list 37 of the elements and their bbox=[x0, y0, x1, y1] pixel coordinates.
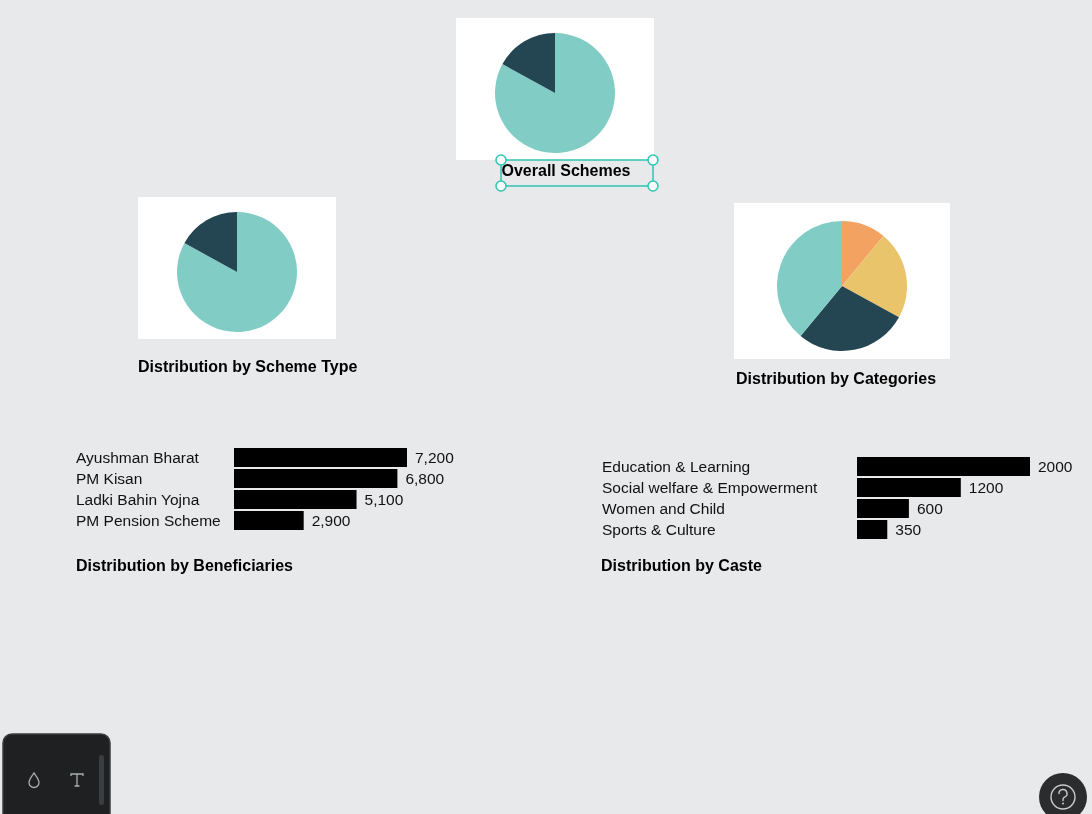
pie-slice bbox=[502, 33, 555, 93]
bar bbox=[857, 520, 888, 539]
y-tick-label: PM Pension Scheme bbox=[76, 511, 221, 529]
pie-slice bbox=[495, 33, 615, 153]
bar bbox=[234, 511, 304, 530]
text: Distribution by Categories bbox=[736, 370, 937, 387]
pie-slice bbox=[800, 286, 899, 351]
text: Distribution by Scheme Type bbox=[138, 358, 358, 375]
y-tick-label: PM Kisan bbox=[76, 469, 143, 487]
y-tick-label: Social welfare & Empowerment bbox=[602, 478, 819, 496]
text: Overall Schemes bbox=[501, 162, 631, 179]
bar bbox=[857, 457, 1030, 476]
bar bbox=[234, 469, 398, 488]
data-label: 1200 bbox=[968, 478, 1004, 496]
data-label: 350 bbox=[895, 520, 922, 538]
y-tick-label: Women and Child bbox=[602, 499, 725, 517]
pie-slice bbox=[842, 235, 907, 318]
y-tick-label: Education & Learning bbox=[602, 457, 751, 475]
data-label: 5,100 bbox=[364, 490, 404, 508]
data-label: 600 bbox=[916, 499, 944, 517]
y-tick-label: Ladki Bahin Yojna bbox=[76, 490, 200, 508]
data-label: 7,200 bbox=[415, 448, 455, 466]
pie-slice bbox=[842, 221, 884, 286]
data-label: 6,800 bbox=[405, 469, 445, 487]
pie-slice bbox=[177, 212, 297, 332]
pie-slice bbox=[184, 212, 237, 272]
bar bbox=[857, 499, 909, 518]
y-tick-label: Sports & Culture bbox=[602, 520, 716, 538]
text: Distribution by Beneficiaries bbox=[76, 557, 294, 574]
bar bbox=[234, 490, 357, 509]
data-label: 2,900 bbox=[311, 511, 351, 529]
text: Distribution by Caste bbox=[601, 557, 763, 574]
data-label: 2000 bbox=[1038, 457, 1073, 475]
pie-slice bbox=[777, 221, 842, 337]
y-tick-label: Ayushman Bharat bbox=[76, 448, 200, 466]
bar bbox=[234, 448, 407, 467]
bar bbox=[857, 478, 961, 497]
